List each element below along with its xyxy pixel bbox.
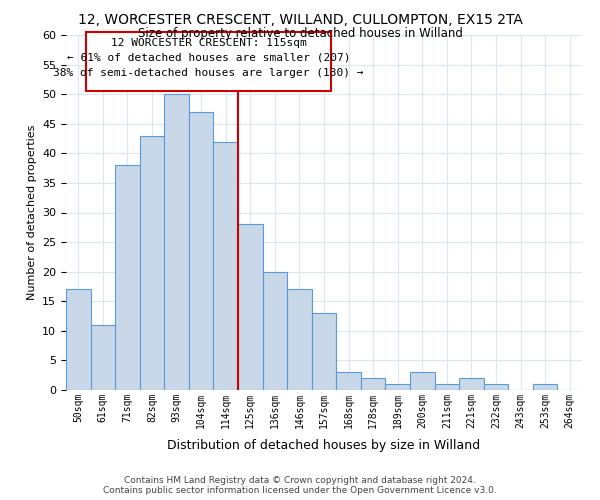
Bar bbox=[434, 384, 459, 390]
Bar bbox=[115, 165, 140, 390]
Bar bbox=[189, 112, 214, 390]
Bar bbox=[66, 290, 91, 390]
Bar bbox=[238, 224, 263, 390]
Bar bbox=[164, 94, 189, 390]
Bar bbox=[361, 378, 385, 390]
Text: Contains HM Land Registry data © Crown copyright and database right 2024.
Contai: Contains HM Land Registry data © Crown c… bbox=[103, 476, 497, 495]
Text: 12 WORCESTER CRESCENT: 115sqm: 12 WORCESTER CRESCENT: 115sqm bbox=[110, 38, 307, 48]
Text: 38% of semi-detached houses are larger (130) →: 38% of semi-detached houses are larger (… bbox=[53, 68, 364, 78]
Bar bbox=[484, 384, 508, 390]
Text: Size of property relative to detached houses in Willand: Size of property relative to detached ho… bbox=[137, 28, 463, 40]
Bar bbox=[410, 372, 434, 390]
Text: ← 61% of detached houses are smaller (207): ← 61% of detached houses are smaller (20… bbox=[67, 52, 350, 62]
X-axis label: Distribution of detached houses by size in Willand: Distribution of detached houses by size … bbox=[167, 439, 481, 452]
Bar bbox=[385, 384, 410, 390]
Bar bbox=[312, 313, 336, 390]
Bar bbox=[336, 372, 361, 390]
Y-axis label: Number of detached properties: Number of detached properties bbox=[26, 125, 37, 300]
Bar bbox=[263, 272, 287, 390]
Text: 12, WORCESTER CRESCENT, WILLAND, CULLOMPTON, EX15 2TA: 12, WORCESTER CRESCENT, WILLAND, CULLOMP… bbox=[77, 12, 523, 26]
Bar bbox=[287, 290, 312, 390]
Bar bbox=[459, 378, 484, 390]
Bar bbox=[86, 32, 331, 91]
Bar bbox=[214, 142, 238, 390]
Bar bbox=[140, 136, 164, 390]
Bar bbox=[533, 384, 557, 390]
Bar bbox=[91, 325, 115, 390]
